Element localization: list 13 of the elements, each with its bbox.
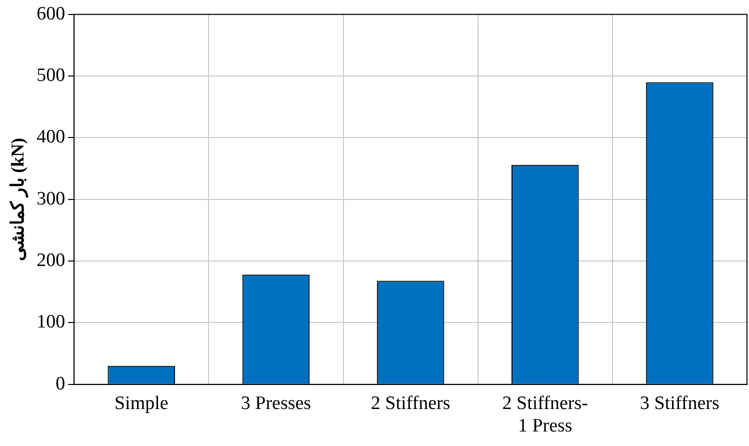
y-tick-label: 300 <box>36 188 66 210</box>
y-tick-label: 400 <box>36 126 66 148</box>
x-tick-label: 2 Stiffners <box>370 392 450 414</box>
x-tick-label: 3 Presses <box>240 392 312 414</box>
x-tick-label: 3 Stiffners <box>640 392 720 414</box>
x-tick-label: Simple <box>114 392 168 414</box>
y-axis-title: بار کمانشی (kN) <box>7 138 28 261</box>
x-tick-label: 2 Stiffners- 1 Press <box>502 392 588 437</box>
y-tick-label: 100 <box>36 312 66 333</box>
y-tick-label: 0 <box>56 373 66 394</box>
y-tick-label: 500 <box>36 65 66 86</box>
y-tick-label: 600 <box>36 3 66 24</box>
y-tick-label: 200 <box>36 250 66 272</box>
